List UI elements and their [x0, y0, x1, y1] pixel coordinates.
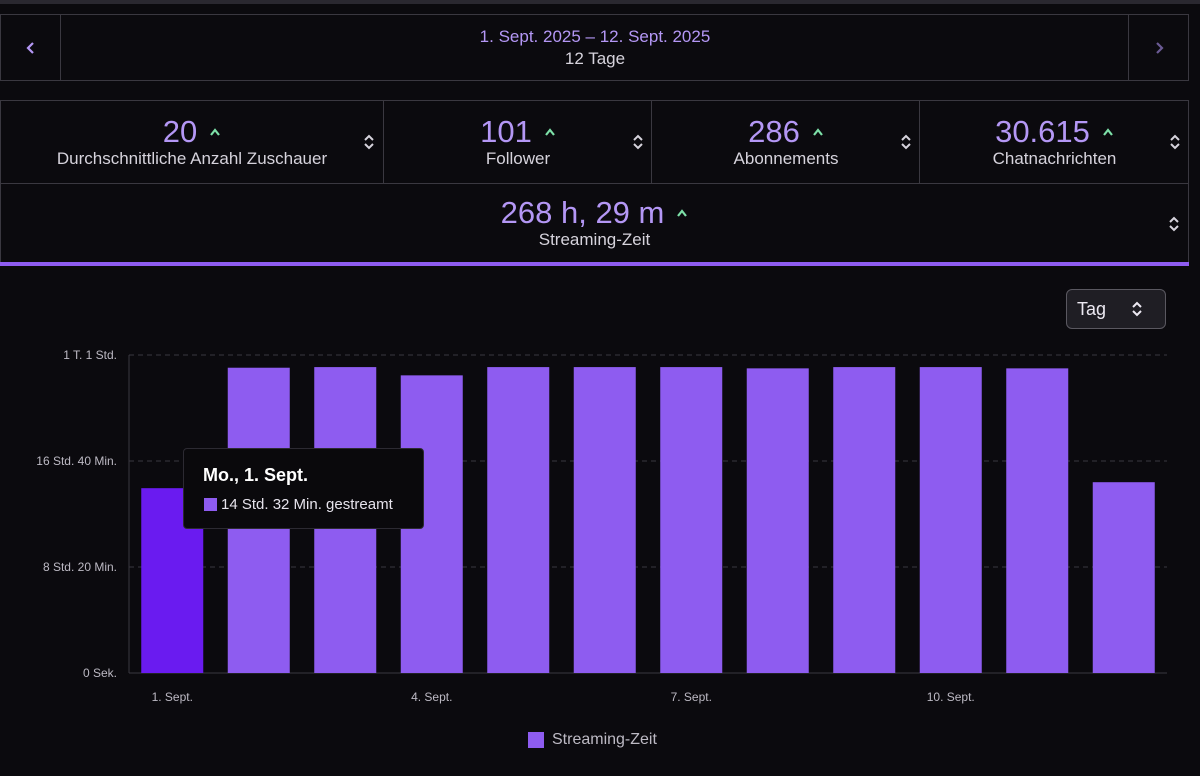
sort-icon[interactable]: [632, 133, 644, 151]
sort-icon[interactable]: [1168, 215, 1180, 233]
y-tick-label: 16 Std. 40 Min.: [36, 453, 117, 468]
stat-label: Streaming-Zeit: [538, 229, 651, 249]
stat-value: 101: [480, 114, 532, 149]
y-tick-label: 8 Std. 20 Min.: [42, 560, 117, 574]
trend-up-icon: [677, 208, 688, 217]
stat-card-streaming-time[interactable]: 268 h, 29 m Streaming-Zeit: [0, 183, 1189, 263]
stat-label: Chatnachrichten: [992, 149, 1117, 168]
stat-card-chat-messages[interactable]: 30.615 Chatnachrichten: [919, 101, 1189, 183]
tooltip-title: Mo., 1. Sept.: [203, 465, 309, 485]
active-stat-indicator: [0, 262, 1189, 266]
previous-period-button[interactable]: [1, 15, 61, 80]
stat-card-subscriptions[interactable]: 286 Abonnements: [651, 101, 920, 183]
legend-label: Streaming-Zeit: [552, 731, 657, 748]
y-tick-label: 0 Sek.: [82, 666, 117, 680]
trend-up-icon: [813, 128, 823, 136]
sort-icon[interactable]: [363, 133, 375, 151]
stats-row: 20 Durchschnittliche Anzahl Zuschauer 10…: [0, 100, 1189, 184]
stat-value: 20: [162, 114, 198, 149]
stat-label: Durchschnittliche Anzahl Zuschauer: [56, 149, 328, 168]
legend-swatch: [528, 732, 544, 748]
stat-value: 30.615: [995, 114, 1090, 149]
stat-value: 268 h, 29 m: [500, 194, 665, 230]
stat-card-followers[interactable]: 101 Follower: [383, 101, 652, 183]
date-range-days: 12 Tage: [564, 48, 626, 68]
sort-icon[interactable]: [900, 133, 912, 151]
tooltip-text: 14 Std. 32 Min. gestreamt: [221, 496, 393, 513]
chevron-left-icon: [25, 41, 34, 54]
select-arrows-icon: [1132, 301, 1142, 317]
stat-label: Follower: [485, 149, 551, 168]
chart-legend[interactable]: Streaming-Zeit: [528, 731, 657, 749]
stat-card-avg-viewers[interactable]: 20 Durchschnittliche Anzahl Zuschauer: [1, 101, 383, 183]
bar-tooltip: Mo., 1. Sept. 14 Std. 32 Min. gestreamt: [183, 448, 424, 529]
trend-up-icon: [545, 128, 555, 136]
stat-label: Abonnements: [733, 149, 839, 168]
x-tick-label: 10. Sept.: [926, 690, 975, 704]
date-range-bar: 1. Sept. 2025 – 12. Sept. 2025 12 Tage: [0, 14, 1189, 81]
x-tick-label: 4. Sept.: [411, 690, 453, 704]
trend-up-icon: [1103, 128, 1113, 136]
period-select-value: Tag: [1077, 298, 1107, 319]
tooltip-swatch: [204, 498, 217, 511]
y-tick-label: 1 T. 1 Std.: [63, 348, 117, 362]
chevron-right-icon: [1155, 41, 1164, 54]
top-border: [0, 0, 1200, 4]
x-tick-label: 1. Sept.: [151, 690, 193, 704]
stat-value: 286: [748, 114, 800, 149]
date-range-display[interactable]: 1. Sept. 2025 – 12. Sept. 2025 12 Tage: [61, 15, 1129, 80]
date-range-label: 1. Sept. 2025 – 12. Sept. 2025: [479, 26, 711, 46]
trend-up-icon: [210, 128, 221, 136]
x-tick-label: 7. Sept.: [670, 690, 712, 704]
period-select[interactable]: Tag: [1066, 289, 1166, 329]
next-period-button[interactable]: [1128, 15, 1188, 80]
sort-icon[interactable]: [1169, 133, 1181, 151]
